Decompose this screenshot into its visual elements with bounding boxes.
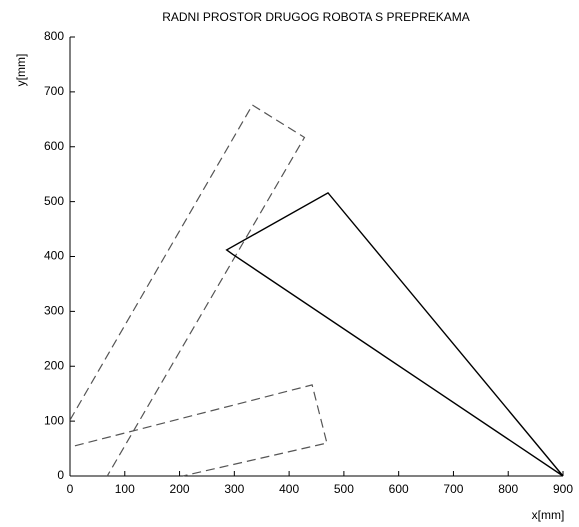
y-tick-label: 700	[44, 84, 64, 98]
x-tick-label: 0	[67, 482, 74, 496]
y-tick-label: 300	[44, 304, 64, 318]
x-tick-label: 600	[389, 482, 409, 496]
x-tick-label: 500	[334, 482, 354, 496]
plot-area	[70, 104, 564, 477]
chart-title: RADNI PROSTOR DRUGOG ROBOTA S PREPREKAMA	[162, 10, 470, 24]
y-tick-label: 400	[44, 249, 64, 263]
y-tick-label: 600	[44, 139, 64, 153]
y-tick-label: 200	[44, 358, 64, 372]
y-tick-label: 100	[44, 413, 64, 427]
y-tick-label: 500	[44, 194, 64, 208]
y-axis-label: y[mm]	[14, 54, 28, 87]
outline	[70, 104, 306, 477]
x-tick-label: 400	[279, 482, 299, 496]
y-tick-label: 0	[57, 468, 64, 482]
y-tick-label: 800	[44, 29, 64, 43]
x-tick-label: 800	[498, 482, 518, 496]
outline	[225, 191, 564, 477]
x-tick-label: 300	[224, 482, 244, 496]
x-tick-label: 100	[115, 482, 135, 496]
x-axis-label: x[mm]	[532, 508, 565, 522]
x-tick-label: 900	[553, 482, 573, 496]
x-tick-label: 700	[443, 482, 463, 496]
outline	[74, 384, 328, 477]
x-tick-label: 200	[170, 482, 190, 496]
